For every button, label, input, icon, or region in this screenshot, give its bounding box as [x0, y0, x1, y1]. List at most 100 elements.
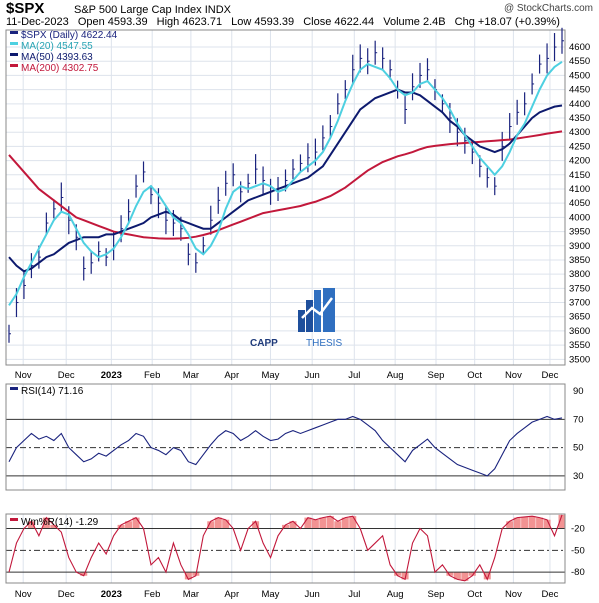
price-axis-tick-label: 4300 — [569, 127, 590, 138]
rsi-line — [8, 415, 563, 477]
legend-swatch — [10, 53, 18, 56]
ma20-line — [8, 60, 563, 306]
rsi-legend-label: RSI(14) 71.16 — [21, 386, 84, 397]
rsi-axis-tick-label: 90 — [573, 386, 584, 397]
legend-swatch — [10, 31, 18, 34]
low-value: Low 4593.39 — [231, 16, 295, 28]
symbol: $SPX — [6, 0, 45, 17]
wr-oversold-fill — [80, 572, 491, 581]
price-axis-tick-label: 3600 — [569, 326, 590, 337]
price-x-tick-label: Dec — [541, 370, 558, 381]
index-name: S&P 500 Large Cap Index INDX — [74, 4, 231, 16]
price-axis-tick-label: 4050 — [569, 198, 590, 209]
logo-bar-icon — [306, 300, 313, 332]
bottom-x-tick-label: Nov — [505, 589, 522, 600]
high-value: High 4623.71 — [156, 16, 223, 28]
bottom-x-tick-label: Mar — [183, 589, 199, 600]
price-axis-tick-label: 3750 — [569, 283, 590, 294]
rsi-axis-tick-label: 30 — [573, 471, 584, 482]
price-x-tick-label: Apr — [224, 370, 239, 381]
wr-overbought-fill — [27, 514, 566, 529]
price-x-tick-label: Jul — [348, 370, 360, 381]
price-axis-tick-label: 3950 — [569, 227, 590, 238]
bottom-x-tick-label: Aug — [387, 589, 404, 600]
quote-stats: 11-Dec-2023 Open 4593.39 High 4623.71 Lo… — [6, 16, 566, 28]
exchange: INDX — [204, 4, 231, 16]
wr-line — [8, 514, 563, 582]
price-legend-label: MA(200) 4302.75 — [21, 63, 99, 74]
bottom-x-tick-label: Dec — [58, 589, 75, 600]
williams-panel — [5, 513, 566, 584]
quote-date: 11-Dec-2023 — [6, 16, 69, 28]
bottom-x-tick-label: Jul — [348, 589, 360, 600]
price-x-tick-label: Jun — [304, 370, 319, 381]
wr-axis-tick-label: -80 — [571, 567, 585, 578]
price-axis-tick-label: 4250 — [569, 141, 590, 152]
price-axis-tick-label: 3550 — [569, 340, 590, 351]
logo-text-thesis: THESIS — [306, 338, 342, 349]
logo-bar-icon — [323, 288, 335, 332]
legend-swatch — [10, 387, 18, 390]
bottom-x-tick-label: Sep — [428, 589, 445, 600]
bottom-x-tick-label: Feb — [144, 589, 160, 600]
price-x-tick-label: Nov — [505, 370, 522, 381]
price-axis-tick-label: 3650 — [569, 312, 590, 323]
price-axis-tick-label: 3800 — [569, 269, 590, 280]
wr-axis-tick-label: -50 — [571, 545, 585, 556]
price-legend-label: MA(50) 4393.63 — [21, 52, 93, 63]
price-axis-tick-label: 3700 — [569, 298, 590, 309]
price-legend-label: $SPX (Daily) 4622.44 — [21, 30, 118, 41]
open-value: Open 4593.39 — [77, 16, 148, 28]
wr-legend-label: Wm%R(14) -1.29 — [21, 517, 99, 528]
logo-arrow-icon — [301, 297, 333, 319]
bottom-x-tick-label: May — [261, 589, 279, 600]
price-panel — [5, 29, 566, 366]
ma50-line — [8, 88, 563, 273]
price-x-tick-label: Mar — [183, 370, 199, 381]
price-x-tick-label: Sep — [428, 370, 445, 381]
bottom-x-tick-label: Nov — [15, 589, 32, 600]
bottom-x-tick-label: 2023 — [101, 589, 122, 600]
price-axis-tick-label: 4100 — [569, 184, 590, 195]
bottom-x-tick-label: Oct — [467, 589, 482, 600]
bottom-x-tick-label: Jun — [304, 589, 319, 600]
wr-axis-tick-label: -20 — [571, 524, 585, 535]
index-fullname: S&P 500 Large Cap Index — [74, 4, 202, 16]
logo-bar-icon — [298, 310, 305, 332]
legend-swatch — [10, 64, 18, 67]
price-axis-tick-label: 4400 — [569, 99, 590, 110]
bottom-x-tick-label: Dec — [541, 589, 558, 600]
price-axis-tick-label: 4000 — [569, 212, 590, 223]
price-axis-tick-label: 4150 — [569, 170, 590, 181]
legend-swatch — [10, 42, 18, 45]
price-axis-tick-label: 3850 — [569, 255, 590, 266]
price-x-tick-label: Dec — [58, 370, 75, 381]
price-x-tick-label: 2023 — [101, 370, 122, 381]
price-x-tick-label: Aug — [387, 370, 404, 381]
rsi-axis-tick-label: 70 — [573, 414, 584, 425]
price-x-tick-label: May — [261, 370, 279, 381]
rsi-panel — [5, 383, 566, 491]
price-x-tick-label: Nov — [15, 370, 32, 381]
legend-swatch — [10, 518, 18, 521]
price-axis-tick-label: 4600 — [569, 42, 590, 53]
close-value: Close 4622.44 — [303, 16, 375, 28]
price-axis-tick-label: 4200 — [569, 156, 590, 167]
price-axis-tick-label: 4550 — [569, 56, 590, 67]
price-axis-tick-label: 4450 — [569, 85, 590, 96]
watermark: @ StockCharts.com — [503, 3, 593, 14]
price-axis-tick-label: 3500 — [569, 354, 590, 365]
change-value: Chg +18.07 (+0.39%) — [454, 16, 560, 28]
bottom-x-tick-label: Apr — [224, 589, 239, 600]
rsi-axis-tick-label: 50 — [573, 443, 584, 454]
volume-value: Volume 2.4B — [383, 16, 446, 28]
price-axis-tick-label: 3900 — [569, 241, 590, 252]
price-x-tick-label: Oct — [467, 370, 482, 381]
price-x-tick-label: Feb — [144, 370, 160, 381]
price-legend-label: MA(20) 4547.55 — [21, 41, 93, 52]
price-axis-tick-label: 4500 — [569, 70, 590, 81]
logo-text-capp: CAPP — [250, 338, 278, 349]
price-axis-tick-label: 4350 — [569, 113, 590, 124]
